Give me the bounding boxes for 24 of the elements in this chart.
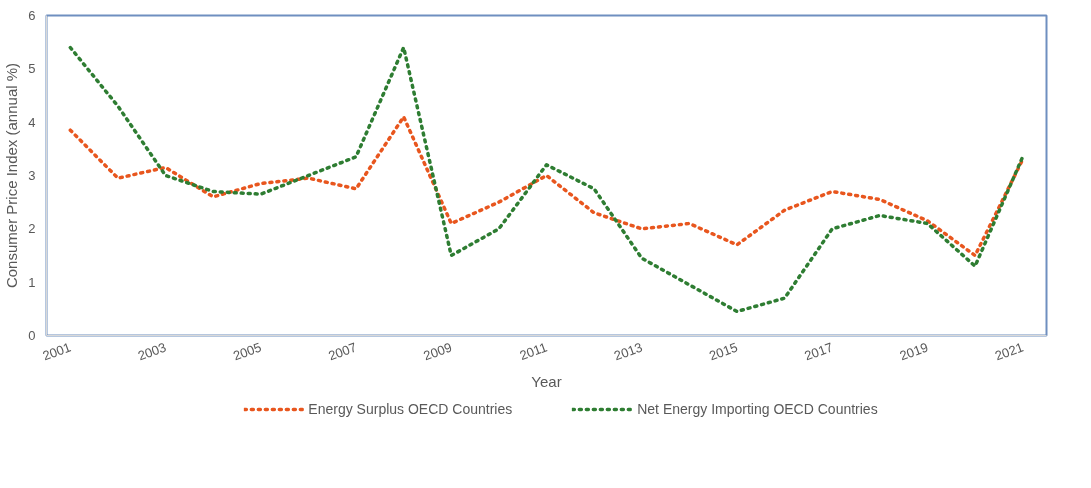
y-axis-title: Consumer Price Index (annual %) [3,62,21,289]
x-tick-label: 2005 [231,339,264,364]
legend-label: Energy Surplus OECD Countries [308,401,513,417]
y-tick-label: 6 [28,8,36,23]
x-tick-label: 2007 [326,339,359,364]
y-tick-label: 2 [28,221,36,237]
x-tick-label: 2009 [421,339,454,364]
y-tick-label: 3 [28,168,36,183]
x-axis-title: Year [531,372,562,390]
x-tick-label: 2019 [897,339,931,364]
x-tick-label: 2015 [707,339,740,364]
y-tick-label: 1 [28,274,36,290]
x-tick-label: 2021 [992,339,1026,364]
x-tick-label: 2017 [802,339,835,364]
y-tick-label: 5 [28,61,36,77]
legend-label: Net Energy Importing OECD Countries [637,401,878,417]
x-tick-label: 2013 [612,339,645,364]
y-tick-label: 4 [28,114,36,130]
line-series [68,45,1025,314]
x-tick-label: 2011 [517,339,550,364]
line-series [68,115,1025,258]
x-tick-label: 2001 [40,339,73,364]
y-tick-label: 0 [28,328,36,343]
x-tick-label: 2003 [135,339,169,364]
